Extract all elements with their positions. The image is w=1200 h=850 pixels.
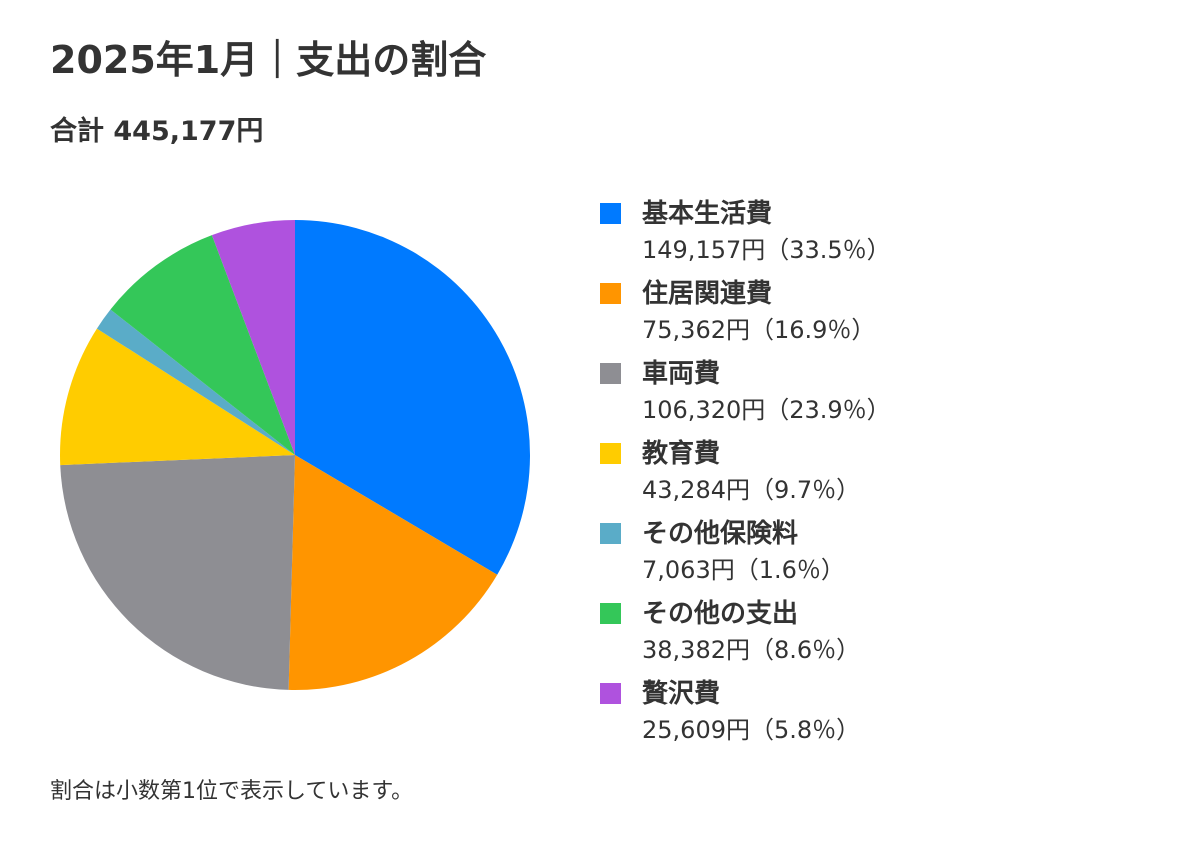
pie-slice-2 [60, 455, 295, 690]
pie-slice-4 [96, 309, 295, 455]
legend-label: その他保険料 [642, 519, 799, 549]
legend-item: 車両費 106,320円（23.9％） [598, 356, 1178, 436]
total-amount: 合計 445,177円 [50, 116, 264, 147]
legend-item: 教育費 43,284円（9.7％） [598, 436, 1178, 516]
pie-slice-5 [110, 235, 295, 455]
page-title: 2025年1月｜支出の割合 [50, 38, 487, 82]
legend-value: 106,320円（23.9％） [642, 396, 891, 424]
legend-swatch [600, 603, 621, 624]
legend-value: 38,382円（8.6％） [642, 636, 861, 664]
legend-item: 基本生活費 149,157円（33.5％） [598, 196, 1178, 276]
pie-chart [0, 0, 600, 760]
legend-value: 75,362円（16.9％） [642, 316, 876, 344]
legend-swatch [600, 363, 621, 384]
pie-slice-0 [295, 220, 531, 575]
pie-slice-6 [211, 220, 295, 455]
legend-label: 車両費 [642, 359, 721, 389]
legend-swatch [600, 203, 621, 224]
legend-value: 7,063円（1.6％） [642, 556, 845, 584]
legend-swatch [600, 523, 621, 544]
pie-chart-svg [60, 220, 531, 690]
legend-value: 43,284円（9.7％） [642, 476, 861, 504]
legend-swatch [600, 443, 621, 464]
chart-legend: 基本生活費 149,157円（33.5％） 住居関連費 75,362円（16.9％） 車… [598, 196, 1178, 756]
legend-item: 住居関連費 75,362円（16.9％） [598, 276, 1178, 356]
legend-label: 住居関連費 [642, 279, 773, 309]
footnote: 割合は小数第1位で表示しています。 [50, 779, 414, 804]
legend-value: 25,609円（5.8％） [642, 716, 861, 744]
legend-label: 基本生活費 [642, 199, 773, 229]
legend-item: その他保険料 7,063円（1.6％） [598, 516, 1178, 596]
legend-label: 教育費 [642, 439, 721, 469]
pie-slice-1 [288, 455, 498, 690]
legend-item: その他の支出 38,382円（8.6％） [598, 596, 1178, 676]
legend-swatch [600, 283, 621, 304]
legend-label: 贅沢費 [642, 679, 721, 709]
legend-swatch [600, 683, 621, 704]
pie-slice-3 [60, 328, 295, 466]
legend-value: 149,157円（33.5％） [642, 236, 891, 264]
legend-label: その他の支出 [642, 599, 799, 629]
legend-item: 贅沢費 25,609円（5.8％） [598, 676, 1178, 756]
